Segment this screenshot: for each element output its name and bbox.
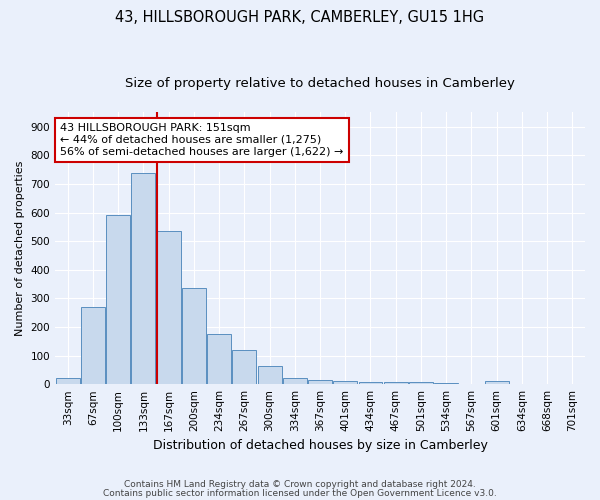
Text: Contains public sector information licensed under the Open Government Licence v3: Contains public sector information licen… — [103, 488, 497, 498]
Bar — [485, 382, 509, 384]
X-axis label: Distribution of detached houses by size in Camberley: Distribution of detached houses by size … — [152, 440, 487, 452]
Bar — [359, 382, 382, 384]
Bar — [106, 216, 130, 384]
Bar — [182, 288, 206, 384]
Bar — [409, 382, 433, 384]
Y-axis label: Number of detached properties: Number of detached properties — [15, 160, 25, 336]
Bar — [207, 334, 231, 384]
Bar — [434, 383, 458, 384]
Text: 43, HILLSBOROUGH PARK, CAMBERLEY, GU15 1HG: 43, HILLSBOROUGH PARK, CAMBERLEY, GU15 1… — [115, 10, 485, 25]
Bar — [81, 307, 105, 384]
Bar — [384, 382, 408, 384]
Text: 43 HILLSBOROUGH PARK: 151sqm
← 44% of detached houses are smaller (1,275)
56% of: 43 HILLSBOROUGH PARK: 151sqm ← 44% of de… — [61, 124, 344, 156]
Title: Size of property relative to detached houses in Camberley: Size of property relative to detached ho… — [125, 78, 515, 90]
Bar — [232, 350, 256, 384]
Bar — [157, 231, 181, 384]
Bar — [333, 380, 357, 384]
Bar — [257, 366, 281, 384]
Bar — [308, 380, 332, 384]
Text: Contains HM Land Registry data © Crown copyright and database right 2024.: Contains HM Land Registry data © Crown c… — [124, 480, 476, 489]
Bar — [283, 378, 307, 384]
Bar — [131, 172, 155, 384]
Bar — [56, 378, 80, 384]
